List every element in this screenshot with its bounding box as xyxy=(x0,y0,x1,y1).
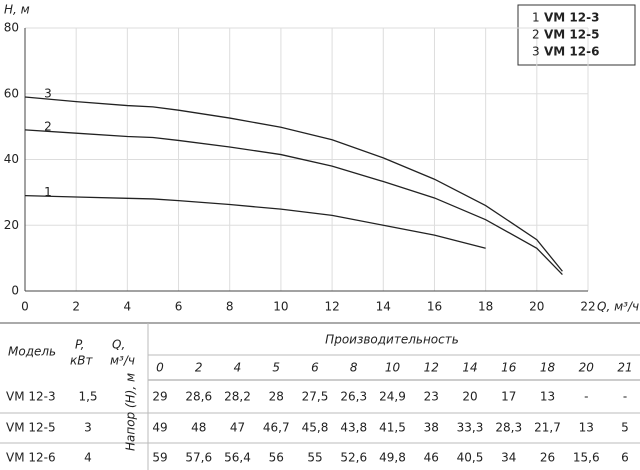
legend-number: 3 xyxy=(532,45,540,59)
table-col-header: 8 xyxy=(350,361,358,375)
x-tick-label: 12 xyxy=(324,300,339,314)
table-power: 3 xyxy=(84,421,92,435)
table-cell: 48 xyxy=(191,421,206,435)
table-cell: 17 xyxy=(501,390,516,404)
table-header: м³/ч xyxy=(110,354,135,368)
table-cell: 26,3 xyxy=(340,390,367,404)
curve-label: 1 xyxy=(44,185,52,199)
table-cell: 13 xyxy=(579,421,594,435)
table-power: 4 xyxy=(84,451,92,465)
line xyxy=(24,129,563,276)
table-header: Q, xyxy=(112,338,125,352)
table-cell: 46 xyxy=(424,451,439,465)
legend-label: VM 12-3 xyxy=(544,11,599,25)
x-tick-label: 4 xyxy=(124,300,132,314)
table-header: кВт xyxy=(70,354,93,368)
table-cell: 23 xyxy=(424,390,439,404)
table-cell: 45,8 xyxy=(302,421,329,435)
table-col-header: 20 xyxy=(579,361,595,375)
table-cell: 46,7 xyxy=(263,421,290,435)
legend-label: VM 12-6 xyxy=(544,45,599,59)
table-col-header: 2 xyxy=(195,361,203,375)
x-tick-label: 18 xyxy=(478,300,493,314)
table-cell: - xyxy=(584,390,588,404)
table-cell: 29 xyxy=(152,390,167,404)
table-header: Производительность xyxy=(325,333,459,347)
table-col-header: 10 xyxy=(385,361,401,375)
table-cell: 38 xyxy=(424,421,439,435)
y-axis-label: H, м xyxy=(4,3,30,17)
table-col-header: 16 xyxy=(501,361,517,375)
table-cell: 33,3 xyxy=(457,421,484,435)
line xyxy=(24,195,486,249)
x-axis-label: Q, м³/ч xyxy=(597,300,639,314)
x-tick-label: 20 xyxy=(529,300,544,314)
table-cell: 41,5 xyxy=(379,421,406,435)
table-cell: 56,4 xyxy=(224,451,251,465)
table-cell: 20 xyxy=(462,390,477,404)
x-tick-label: 8 xyxy=(226,300,234,314)
legend-label: VM 12-5 xyxy=(544,28,599,42)
x-tick-label: 10 xyxy=(273,300,288,314)
table-col-header: 4 xyxy=(234,361,242,375)
curve-label: 2 xyxy=(44,119,52,133)
table-cell: 59 xyxy=(152,451,167,465)
table-col-header: 5 xyxy=(272,361,280,375)
y-tick-label: 80 xyxy=(4,21,19,35)
table-cell: 52,6 xyxy=(340,451,367,465)
legend-box xyxy=(517,4,636,66)
table-cell: 28 xyxy=(269,390,284,404)
table-cell: 28,2 xyxy=(224,390,251,404)
table-col-header: 18 xyxy=(540,361,556,375)
y-tick-label: 0 xyxy=(11,284,19,298)
curve-label: 3 xyxy=(44,87,52,101)
table-cell: 57,6 xyxy=(185,451,212,465)
table-cell: 24,9 xyxy=(379,390,406,404)
x-tick-label: 0 xyxy=(21,300,29,314)
table-cell: 49 xyxy=(152,421,167,435)
table-col-header: 0 xyxy=(156,361,164,375)
line xyxy=(24,96,563,272)
y-tick-label: 20 xyxy=(4,218,19,232)
table-cell: 13 xyxy=(540,390,555,404)
table-cell: 55 xyxy=(307,451,322,465)
table-model: VM 12-6 xyxy=(6,451,56,465)
legend-number: 1 xyxy=(532,11,540,25)
table-cell: 28,3 xyxy=(495,421,522,435)
table-cell: 34 xyxy=(501,451,516,465)
table-cell: 5 xyxy=(621,421,629,435)
x-tick-label: 2 xyxy=(72,300,80,314)
table-cell: - xyxy=(623,390,627,404)
y-tick-label: 60 xyxy=(4,86,19,100)
table-col-header: 12 xyxy=(424,361,439,375)
x-tick-label: 22 xyxy=(580,300,595,314)
table-cell: 27,5 xyxy=(302,390,329,404)
table-model: VM 12-3 xyxy=(6,390,56,404)
table-cell: 6 xyxy=(621,451,629,465)
table-cell: 49,8 xyxy=(379,451,406,465)
table-col-header: 21 xyxy=(617,361,632,375)
x-tick-label: 6 xyxy=(175,300,183,314)
table-header: Напор (Н), м xyxy=(124,373,138,451)
table-cell: 21,7 xyxy=(534,421,561,435)
table-header: Модель xyxy=(8,345,56,359)
table-model: VM 12-5 xyxy=(6,421,56,435)
table-header: P, xyxy=(75,338,84,352)
table-cell: 43,8 xyxy=(340,421,367,435)
table-col-header: 6 xyxy=(311,361,319,375)
table-power: 1,5 xyxy=(78,390,97,404)
table-cell: 47 xyxy=(230,421,245,435)
x-tick-label: 16 xyxy=(427,300,442,314)
table-cell: 26 xyxy=(540,451,555,465)
table-cell: 40,5 xyxy=(457,451,484,465)
table-cell: 15,6 xyxy=(573,451,600,465)
legend-number: 2 xyxy=(532,28,540,42)
y-tick-label: 40 xyxy=(4,152,19,166)
table-col-header: 14 xyxy=(462,361,477,375)
table-cell: 56 xyxy=(269,451,284,465)
table-cell: 28,6 xyxy=(185,390,212,404)
x-tick-label: 14 xyxy=(376,300,391,314)
